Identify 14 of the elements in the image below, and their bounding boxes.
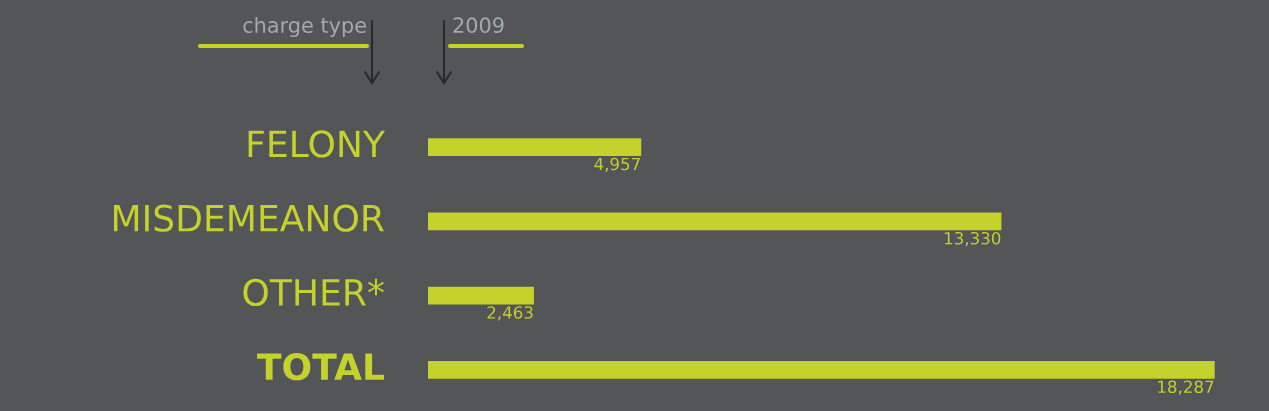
bar [428, 286, 534, 305]
x-axis-title: 2009 [453, 17, 504, 34]
bar [428, 212, 1002, 231]
data-label: 18,287 [1158, 380, 1214, 395]
y-axis-title: charge type [243, 16, 366, 38]
y-tick-label: TOTAL [257, 353, 385, 381]
y-tick-label: OTHER* [243, 278, 384, 307]
bar [428, 138, 642, 157]
data-label: 13,330 [944, 231, 1001, 247]
data-label: 2,463 [487, 306, 533, 321]
data-label: 4,957 [594, 157, 640, 173]
y-tick-label: MISDEMEANOR [113, 204, 384, 232]
y-tick-label: FELONY [248, 130, 386, 158]
bar [428, 360, 1215, 379]
